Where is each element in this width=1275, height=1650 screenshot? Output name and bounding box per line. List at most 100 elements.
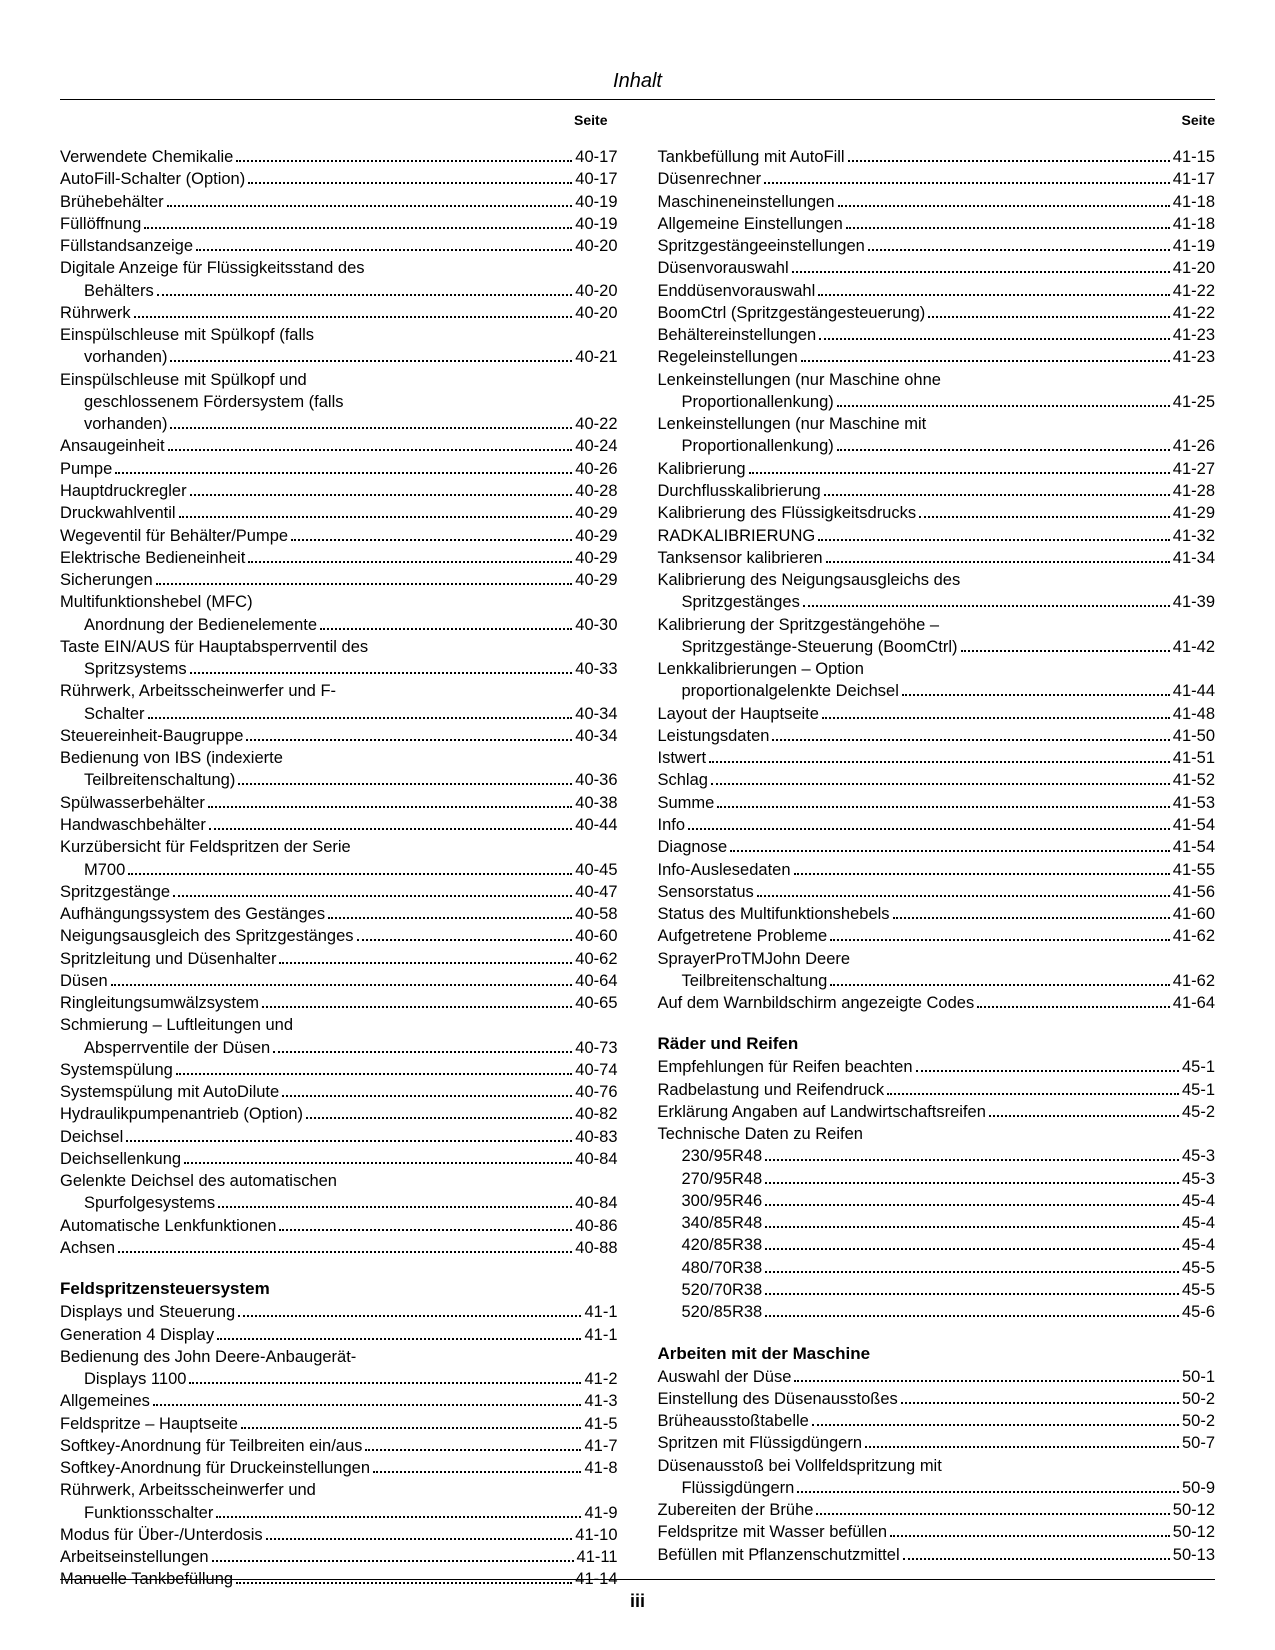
toc-label: 300/95R46 bbox=[658, 1190, 763, 1212]
toc-continuation: Kalibrierung des Neigungsausgleichs des bbox=[658, 569, 1216, 591]
toc-entry: Erklärung Angaben auf Landwirtschaftsrei… bbox=[658, 1101, 1216, 1123]
toc-leader bbox=[890, 1535, 1170, 1537]
toc-leader bbox=[189, 1382, 581, 1384]
toc-page: 40-29 bbox=[575, 525, 617, 547]
toc-leader bbox=[279, 1229, 572, 1231]
toc-leader bbox=[765, 1315, 1179, 1317]
toc-continuation: Bedienung von IBS (indexierte bbox=[60, 747, 618, 769]
toc-label: Layout der Hauptseite bbox=[658, 703, 819, 725]
toc-entry: Wegeventil für Behälter/Pumpe 40-29 bbox=[60, 525, 618, 547]
toc-leader bbox=[792, 271, 1170, 273]
toc-page: 41-64 bbox=[1173, 992, 1215, 1014]
toc-continuation: Digitale Anzeige für Flüssigkeitsstand d… bbox=[60, 257, 618, 279]
toc-leader bbox=[819, 338, 1170, 340]
toc-entry: 520/85R38 45-6 bbox=[658, 1301, 1216, 1323]
toc-leader bbox=[765, 1159, 1179, 1161]
footer-rule bbox=[60, 1579, 1215, 1580]
toc-leader bbox=[157, 294, 573, 296]
toc-page: 40-86 bbox=[575, 1215, 617, 1237]
toc-leader bbox=[868, 249, 1170, 251]
toc-entry: Düsen 40-64 bbox=[60, 970, 618, 992]
toc-page: 41-18 bbox=[1173, 213, 1215, 235]
toc-page: 41-62 bbox=[1173, 970, 1215, 992]
toc-entry: BoomCtrl (Spritzgestängesteuerung) 41-22 bbox=[658, 302, 1216, 324]
toc-label: Brühebehälter bbox=[60, 191, 164, 213]
toc-entry: Funktionsschalter 41-9 bbox=[60, 1502, 618, 1524]
toc-label: Spülwasserbehälter bbox=[60, 792, 205, 814]
toc-label: Schalter bbox=[60, 703, 145, 725]
toc-label: 520/70R38 bbox=[658, 1279, 763, 1301]
toc-leader bbox=[797, 1491, 1179, 1493]
toc-page: 40-19 bbox=[575, 213, 617, 235]
toc-page: 40-47 bbox=[575, 881, 617, 903]
toc-leader bbox=[772, 739, 1169, 741]
toc-continuation: Technische Daten zu Reifen bbox=[658, 1123, 1216, 1145]
toc-page: 41-32 bbox=[1173, 525, 1215, 547]
toc-leader bbox=[126, 1140, 572, 1142]
toc-leader bbox=[765, 1226, 1179, 1228]
toc-label: Anordnung der Bedienelemente bbox=[60, 614, 317, 636]
toc-leader bbox=[837, 449, 1170, 451]
toc-page: 41-34 bbox=[1173, 547, 1215, 569]
toc-leader bbox=[170, 427, 572, 429]
toc-page: 40-84 bbox=[575, 1192, 617, 1214]
toc-leader bbox=[765, 1271, 1179, 1273]
toc-label: Spurfolgesystems bbox=[60, 1192, 215, 1214]
toc-page: 40-82 bbox=[575, 1103, 617, 1125]
toc-label: vorhanden) bbox=[60, 413, 167, 435]
toc-entry: Spritzgestänge-Steuerung (BoomCtrl) 41-4… bbox=[658, 636, 1216, 658]
toc-page: 41-8 bbox=[584, 1457, 617, 1479]
toc-label: Systemspülung mit AutoDilute bbox=[60, 1081, 279, 1103]
toc-continuation: Lenkkalibrierungen – Option bbox=[658, 658, 1216, 680]
toc-page: 40-60 bbox=[575, 925, 617, 947]
toc-label: Sicherungen bbox=[60, 569, 153, 591]
toc-label: Summe bbox=[658, 792, 715, 814]
toc-entry: Generation 4 Display 41-1 bbox=[60, 1324, 618, 1346]
toc-leader bbox=[893, 917, 1170, 919]
toc-continuation: Lenkeinstellungen (nur Maschine mit bbox=[658, 413, 1216, 435]
toc-columns: Verwendete Chemikalie 40-17AutoFill-Scha… bbox=[60, 146, 1215, 1591]
toc-label: Spritzsystems bbox=[60, 658, 187, 680]
toc-entry: Teilbreitenschaltung) 40-36 bbox=[60, 769, 618, 791]
toc-entry: Spritzgestänge 40-47 bbox=[60, 881, 618, 903]
toc-label: Kalibrierung bbox=[658, 458, 746, 480]
toc-leader bbox=[134, 316, 573, 318]
toc-page: 45-5 bbox=[1182, 1279, 1215, 1301]
toc-label: Empfehlungen für Reifen beachten bbox=[658, 1056, 913, 1078]
toc-leader bbox=[248, 561, 572, 563]
toc-entry: Behältereinstellungen 41-23 bbox=[658, 324, 1216, 346]
toc-page: 40-84 bbox=[575, 1148, 617, 1170]
toc-page: 40-21 bbox=[575, 346, 617, 368]
toc-entry: Allgemeine Einstellungen 41-18 bbox=[658, 213, 1216, 235]
toc-continuation: Rührwerk, Arbeitsscheinwerfer und F- bbox=[60, 680, 618, 702]
toc-page: 40-76 bbox=[575, 1081, 617, 1103]
toc-continuation: Düsenausstoß bei Vollfeldspritzung mit bbox=[658, 1455, 1216, 1477]
toc-leader bbox=[865, 1446, 1179, 1448]
toc-label: Brüheausstoßtabelle bbox=[658, 1410, 809, 1432]
toc-leader bbox=[173, 895, 572, 897]
toc-entry: Spritzsystems 40-33 bbox=[60, 658, 618, 680]
toc-entry: Füllstandsanzeige 40-20 bbox=[60, 235, 618, 257]
toc-label: Flüssigdüngern bbox=[658, 1477, 795, 1499]
toc-page: 41-7 bbox=[584, 1435, 617, 1457]
toc-page: 41-62 bbox=[1173, 925, 1215, 947]
toc-label: Teilbreitenschaltung bbox=[658, 970, 828, 992]
section-heading: Feldspritzensteuersystem bbox=[60, 1279, 618, 1299]
toc-entry: Elektrische Bedieneinheit 40-29 bbox=[60, 547, 618, 569]
toc-label: Funktionsschalter bbox=[60, 1502, 213, 1524]
toc-label: Displays und Steuerung bbox=[60, 1301, 235, 1323]
toc-label: Deichsel bbox=[60, 1126, 123, 1148]
toc-label: Tankbefüllung mit AutoFill bbox=[658, 146, 845, 168]
toc-leader bbox=[170, 360, 572, 362]
toc-page: 41-1 bbox=[584, 1301, 617, 1323]
toc-label: Maschineneinstellungen bbox=[658, 191, 835, 213]
toc-label: Kalibrierung des Flüssigkeitsdrucks bbox=[658, 502, 917, 524]
toc-leader bbox=[291, 539, 572, 541]
toc-leader bbox=[216, 1516, 581, 1518]
toc-page: 41-23 bbox=[1173, 324, 1215, 346]
toc-label: BoomCtrl (Spritzgestängesteuerung) bbox=[658, 302, 926, 324]
toc-leader bbox=[711, 783, 1170, 785]
toc-label: Generation 4 Display bbox=[60, 1324, 214, 1346]
toc-label: 480/70R38 bbox=[658, 1257, 763, 1279]
toc-entry: Empfehlungen für Reifen beachten 45-1 bbox=[658, 1056, 1216, 1078]
